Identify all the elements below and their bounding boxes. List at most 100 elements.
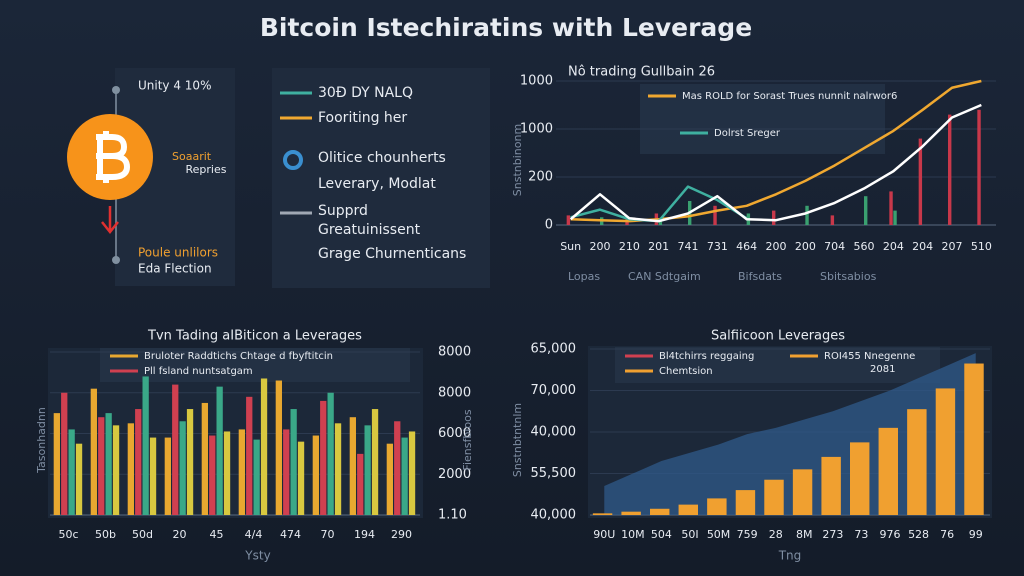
legend-label: Pll fsland nuntsatgam (144, 366, 253, 377)
bar (135, 409, 142, 515)
x-tick-label: 50I (681, 528, 698, 541)
bar (142, 376, 149, 515)
y-tick-label: 1000 (520, 74, 553, 89)
bar (172, 384, 179, 515)
bar (98, 417, 105, 515)
x-tick-label: 70 (321, 528, 335, 541)
bar (275, 380, 282, 515)
bar (334, 423, 342, 515)
x-axis-label: Ysty (244, 549, 270, 563)
legend-box (640, 84, 885, 154)
page-title: Bitcoin Istechiratins with Leverage (260, 13, 752, 42)
legend-item: Greatuinissent (318, 222, 421, 238)
legend-panel (272, 68, 490, 288)
x-tick-label: 704 (824, 240, 845, 253)
x-tick-label: 273 (822, 528, 843, 541)
x-tick-label: 528 (908, 528, 929, 541)
y-tick-label: 65,000 (531, 342, 577, 357)
bitcoin-glyph (96, 131, 131, 183)
bar (223, 431, 231, 515)
x-tick-label: 207 (942, 240, 963, 253)
legend-label: Bruloter Raddtichs Chtage d fbyftitcin (144, 351, 333, 362)
bar (201, 402, 208, 515)
bar (893, 210, 897, 225)
y-axis-label: Snstnbinonm (511, 124, 524, 196)
y-tick-label: 8000 (438, 385, 471, 400)
bar (68, 429, 75, 515)
x-tick-label: 76 (940, 528, 954, 541)
bar (977, 109, 981, 225)
icon (283, 150, 303, 170)
x-tick-label: 210 (619, 240, 640, 253)
bar (164, 437, 171, 515)
bar (75, 443, 83, 515)
footer-label: CAN Sdtgaim (628, 270, 701, 283)
bar (357, 453, 364, 515)
info-bottom: Eda Flection (138, 262, 212, 276)
y-tick-label: 1000 (520, 122, 553, 137)
bar (61, 392, 68, 515)
x-tick-label: 200 (766, 240, 787, 253)
x-tick-label: 200 (590, 240, 611, 253)
bar (260, 378, 268, 515)
x-tick-label: 28 (769, 528, 783, 541)
bar (948, 114, 952, 225)
legend-item: Grage Churnenticans (318, 246, 466, 262)
bar (53, 413, 60, 515)
bar (90, 388, 97, 515)
badge-text: Repries (186, 163, 227, 176)
bar (112, 425, 120, 515)
x-tick-label: 474 (280, 528, 301, 541)
bar (320, 400, 327, 515)
legend-label: Mas ROLD for Sorast Trues nunnit nalrwor… (682, 91, 897, 102)
x-tick-label: 759 (737, 528, 758, 541)
y-tick-label: 8000 (438, 345, 471, 360)
bar (179, 421, 186, 515)
bar (127, 423, 134, 515)
x-tick-label: 731 (707, 240, 728, 253)
legend-label: Dolrst Sreger (714, 128, 781, 139)
y-tick-label: 55,500 (531, 466, 577, 481)
x-tick-label: 20 (173, 528, 187, 541)
bar (805, 205, 809, 225)
bar (186, 409, 194, 515)
y-tick-label: 200 (528, 170, 553, 185)
bar (592, 513, 613, 515)
legend-box (100, 348, 410, 382)
legend-item: Olitice chounherts (318, 150, 446, 166)
x-tick-label: 90U (593, 528, 615, 541)
annotation: 2081 (870, 364, 895, 375)
bar (918, 138, 923, 225)
bar (964, 363, 984, 515)
x-tick-label: 10M (621, 528, 645, 541)
y-tick-label: 1.10 (438, 508, 467, 523)
y-tick-label: 6000 (438, 426, 471, 441)
footer-label: Sbitsabios (820, 270, 877, 283)
bar (864, 196, 868, 225)
x-tick-label: 99 (969, 528, 983, 541)
bar (566, 215, 571, 225)
x-tick-label: 510 (971, 240, 992, 253)
line (569, 103, 982, 223)
legend-item: Fooriting her (318, 110, 407, 126)
x-tick-label: 73 (854, 528, 868, 541)
bar (371, 409, 379, 515)
info-bottom: Poule unlilors (138, 246, 218, 260)
bar (408, 431, 416, 515)
bar (290, 409, 297, 515)
x-tick-label: 45 (210, 528, 224, 541)
chart-title: Nô trading Gullbain 26 (568, 65, 715, 80)
legend-label: ROI455 Nnegenne (824, 351, 915, 362)
bar (253, 439, 260, 515)
bar (772, 210, 776, 225)
bar (209, 435, 216, 515)
x-tick-label: 504 (651, 528, 672, 541)
bar (707, 498, 727, 515)
legend-item: 30Đ DY NALQ (318, 85, 413, 101)
x-tick-label: 976 (880, 528, 901, 541)
x-tick-label: 290 (391, 528, 412, 541)
bar (621, 511, 641, 515)
bar (238, 429, 245, 515)
bar (349, 417, 356, 515)
